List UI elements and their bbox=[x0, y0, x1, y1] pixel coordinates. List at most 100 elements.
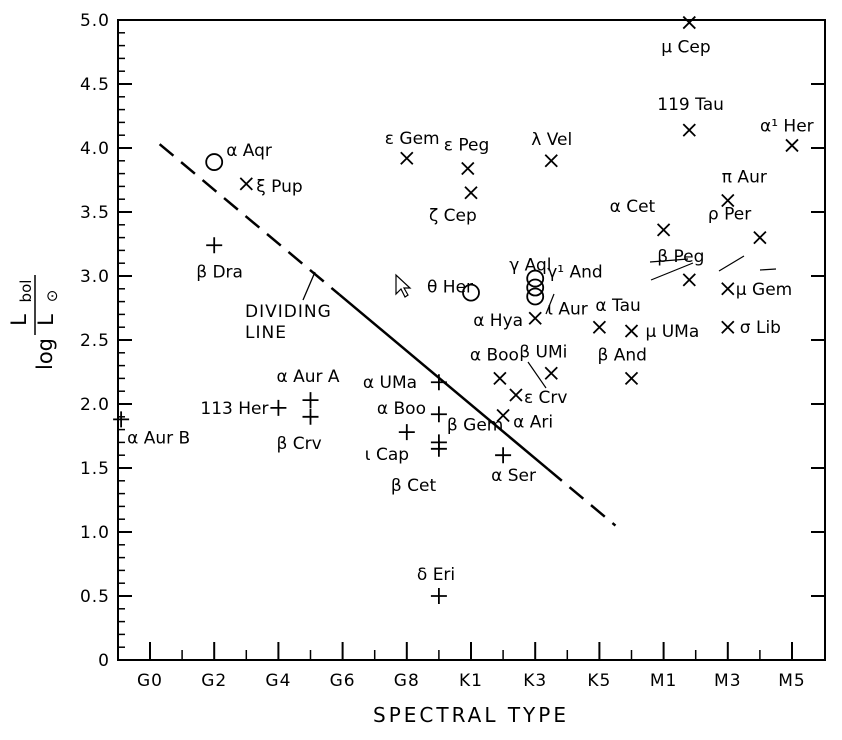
plus-marker bbox=[302, 392, 319, 409]
star-label: β Gem bbox=[447, 415, 503, 435]
data-point: β Crv bbox=[277, 408, 322, 454]
x-tick-label: M3 bbox=[714, 671, 741, 691]
cross-marker bbox=[721, 282, 735, 296]
x-tick-label: M5 bbox=[778, 671, 805, 691]
x-tick-label: K3 bbox=[523, 671, 547, 691]
star-label: ε Peg bbox=[444, 135, 490, 155]
star-label: ε Gem bbox=[385, 129, 440, 149]
data-point: α Cet bbox=[610, 197, 671, 237]
data-point: μ Gem bbox=[721, 280, 792, 300]
star-label: β Cet bbox=[391, 476, 437, 496]
star-label: δ Eri bbox=[417, 565, 455, 585]
cross-marker bbox=[544, 154, 558, 168]
cross-marker bbox=[464, 186, 478, 200]
star-label: θ Her bbox=[427, 278, 473, 298]
plus-marker bbox=[430, 374, 447, 391]
x-tick-label: K1 bbox=[459, 671, 483, 691]
star-label: α Ari bbox=[513, 413, 553, 433]
star-label: μ Gem bbox=[736, 280, 792, 300]
x-axis: G0 G2 G4 G6 G8 K1 K3 K5 M1 M3 M5 bbox=[137, 642, 805, 691]
y-axis-title-denominator: L bbox=[34, 314, 58, 326]
dividing-line-dashed-upper bbox=[158, 143, 341, 296]
star-label: α Cet bbox=[610, 197, 656, 217]
y-tick-label: 3.5 bbox=[80, 203, 110, 223]
data-point: β And bbox=[598, 345, 647, 386]
cross-marker bbox=[753, 230, 767, 245]
dividing-line-label: DIVIDING bbox=[245, 302, 332, 322]
plus-marker bbox=[495, 447, 512, 464]
circle-marker bbox=[526, 287, 545, 306]
data-point: α Aur B bbox=[113, 411, 190, 448]
y-axis-title-denominator-sub: ⊙ bbox=[43, 290, 61, 303]
cross-marker bbox=[239, 177, 253, 191]
x-tick-label: G0 bbox=[137, 671, 163, 691]
data-point: ι Cap bbox=[365, 293, 555, 465]
data-point: λ Vel bbox=[531, 130, 572, 168]
data-point: α¹ Her bbox=[760, 116, 814, 153]
y-axis: 0 0.5 1.0 1.5 2.0 2.5 3.0 3.5 4.0 4.5 5.0 bbox=[80, 11, 825, 671]
cross-marker bbox=[544, 366, 558, 380]
cross-marker bbox=[496, 408, 510, 423]
data-point: ρ Per bbox=[708, 205, 767, 245]
x-tick-label: K5 bbox=[587, 671, 611, 691]
data-point: ε Crv bbox=[509, 388, 568, 408]
circle-marker bbox=[526, 278, 545, 297]
data-point: α Boo bbox=[377, 399, 447, 423]
star-label: β Crv bbox=[277, 434, 322, 454]
star-label: σ Lib bbox=[740, 318, 781, 338]
plus-marker bbox=[302, 408, 319, 425]
cross-marker bbox=[624, 371, 639, 386]
circle-marker bbox=[526, 269, 545, 288]
y-tick-label: 1.0 bbox=[80, 523, 110, 543]
data-point: α Aur A bbox=[277, 367, 340, 409]
x-tick-label: G6 bbox=[330, 671, 356, 691]
star-label: ρ Per bbox=[708, 205, 751, 225]
star-label: α Ser bbox=[491, 466, 536, 486]
x-tick-label: G2 bbox=[201, 671, 227, 691]
star-label: 119 Tau bbox=[657, 95, 724, 115]
circle-marker bbox=[205, 153, 224, 171]
plus-marker bbox=[206, 237, 223, 254]
label-leader-line bbox=[718, 255, 745, 272]
y-tick-label: 4.0 bbox=[80, 139, 110, 159]
plus-marker bbox=[430, 440, 447, 457]
plot-frame bbox=[117, 19, 826, 661]
data-point: ε Peg bbox=[444, 135, 490, 176]
data-point: α Tau bbox=[592, 255, 745, 334]
star-label: ι Aur bbox=[547, 299, 588, 319]
x-tick-label: M1 bbox=[650, 671, 677, 691]
y-tick-label: 2.5 bbox=[80, 331, 110, 351]
label-leader-line bbox=[527, 361, 547, 389]
cursor-arrow-icon bbox=[395, 273, 412, 298]
data-point: 119 Tau bbox=[657, 95, 724, 137]
cross-marker bbox=[624, 324, 639, 338]
data-point: β Peg bbox=[657, 247, 704, 287]
data-point: β UMi bbox=[519, 342, 567, 380]
label-leader-line bbox=[650, 262, 694, 281]
circle-marker bbox=[462, 283, 480, 302]
star-label: β Dra bbox=[196, 262, 243, 282]
cross-marker bbox=[528, 311, 542, 325]
y-tick-label: 4.5 bbox=[80, 75, 110, 95]
star-label: 113 Her bbox=[200, 399, 268, 419]
data-point: α Boo bbox=[470, 345, 519, 386]
star-label: γ Aql bbox=[509, 256, 551, 276]
y-tick-label: 1.5 bbox=[80, 459, 110, 479]
cross-marker bbox=[461, 161, 475, 176]
plus-marker bbox=[430, 406, 447, 423]
x-axis-title: SPECTRAL TYPE bbox=[373, 703, 569, 727]
y-tick-label: 0.5 bbox=[80, 587, 110, 607]
data-point: μ UMa bbox=[624, 268, 777, 342]
cross-marker bbox=[721, 193, 735, 208]
data-point: σ Lib bbox=[721, 318, 781, 338]
plus-marker bbox=[430, 588, 447, 604]
star-label: α¹ Her bbox=[760, 116, 814, 136]
star-label: ε Crv bbox=[524, 388, 568, 408]
data-point: α Ari bbox=[496, 408, 553, 433]
star-label: λ Vel bbox=[531, 130, 572, 150]
star-label: α Aur B bbox=[127, 428, 190, 448]
dividing-line-pointer bbox=[302, 271, 316, 301]
star-label: μ Cep bbox=[661, 38, 710, 58]
